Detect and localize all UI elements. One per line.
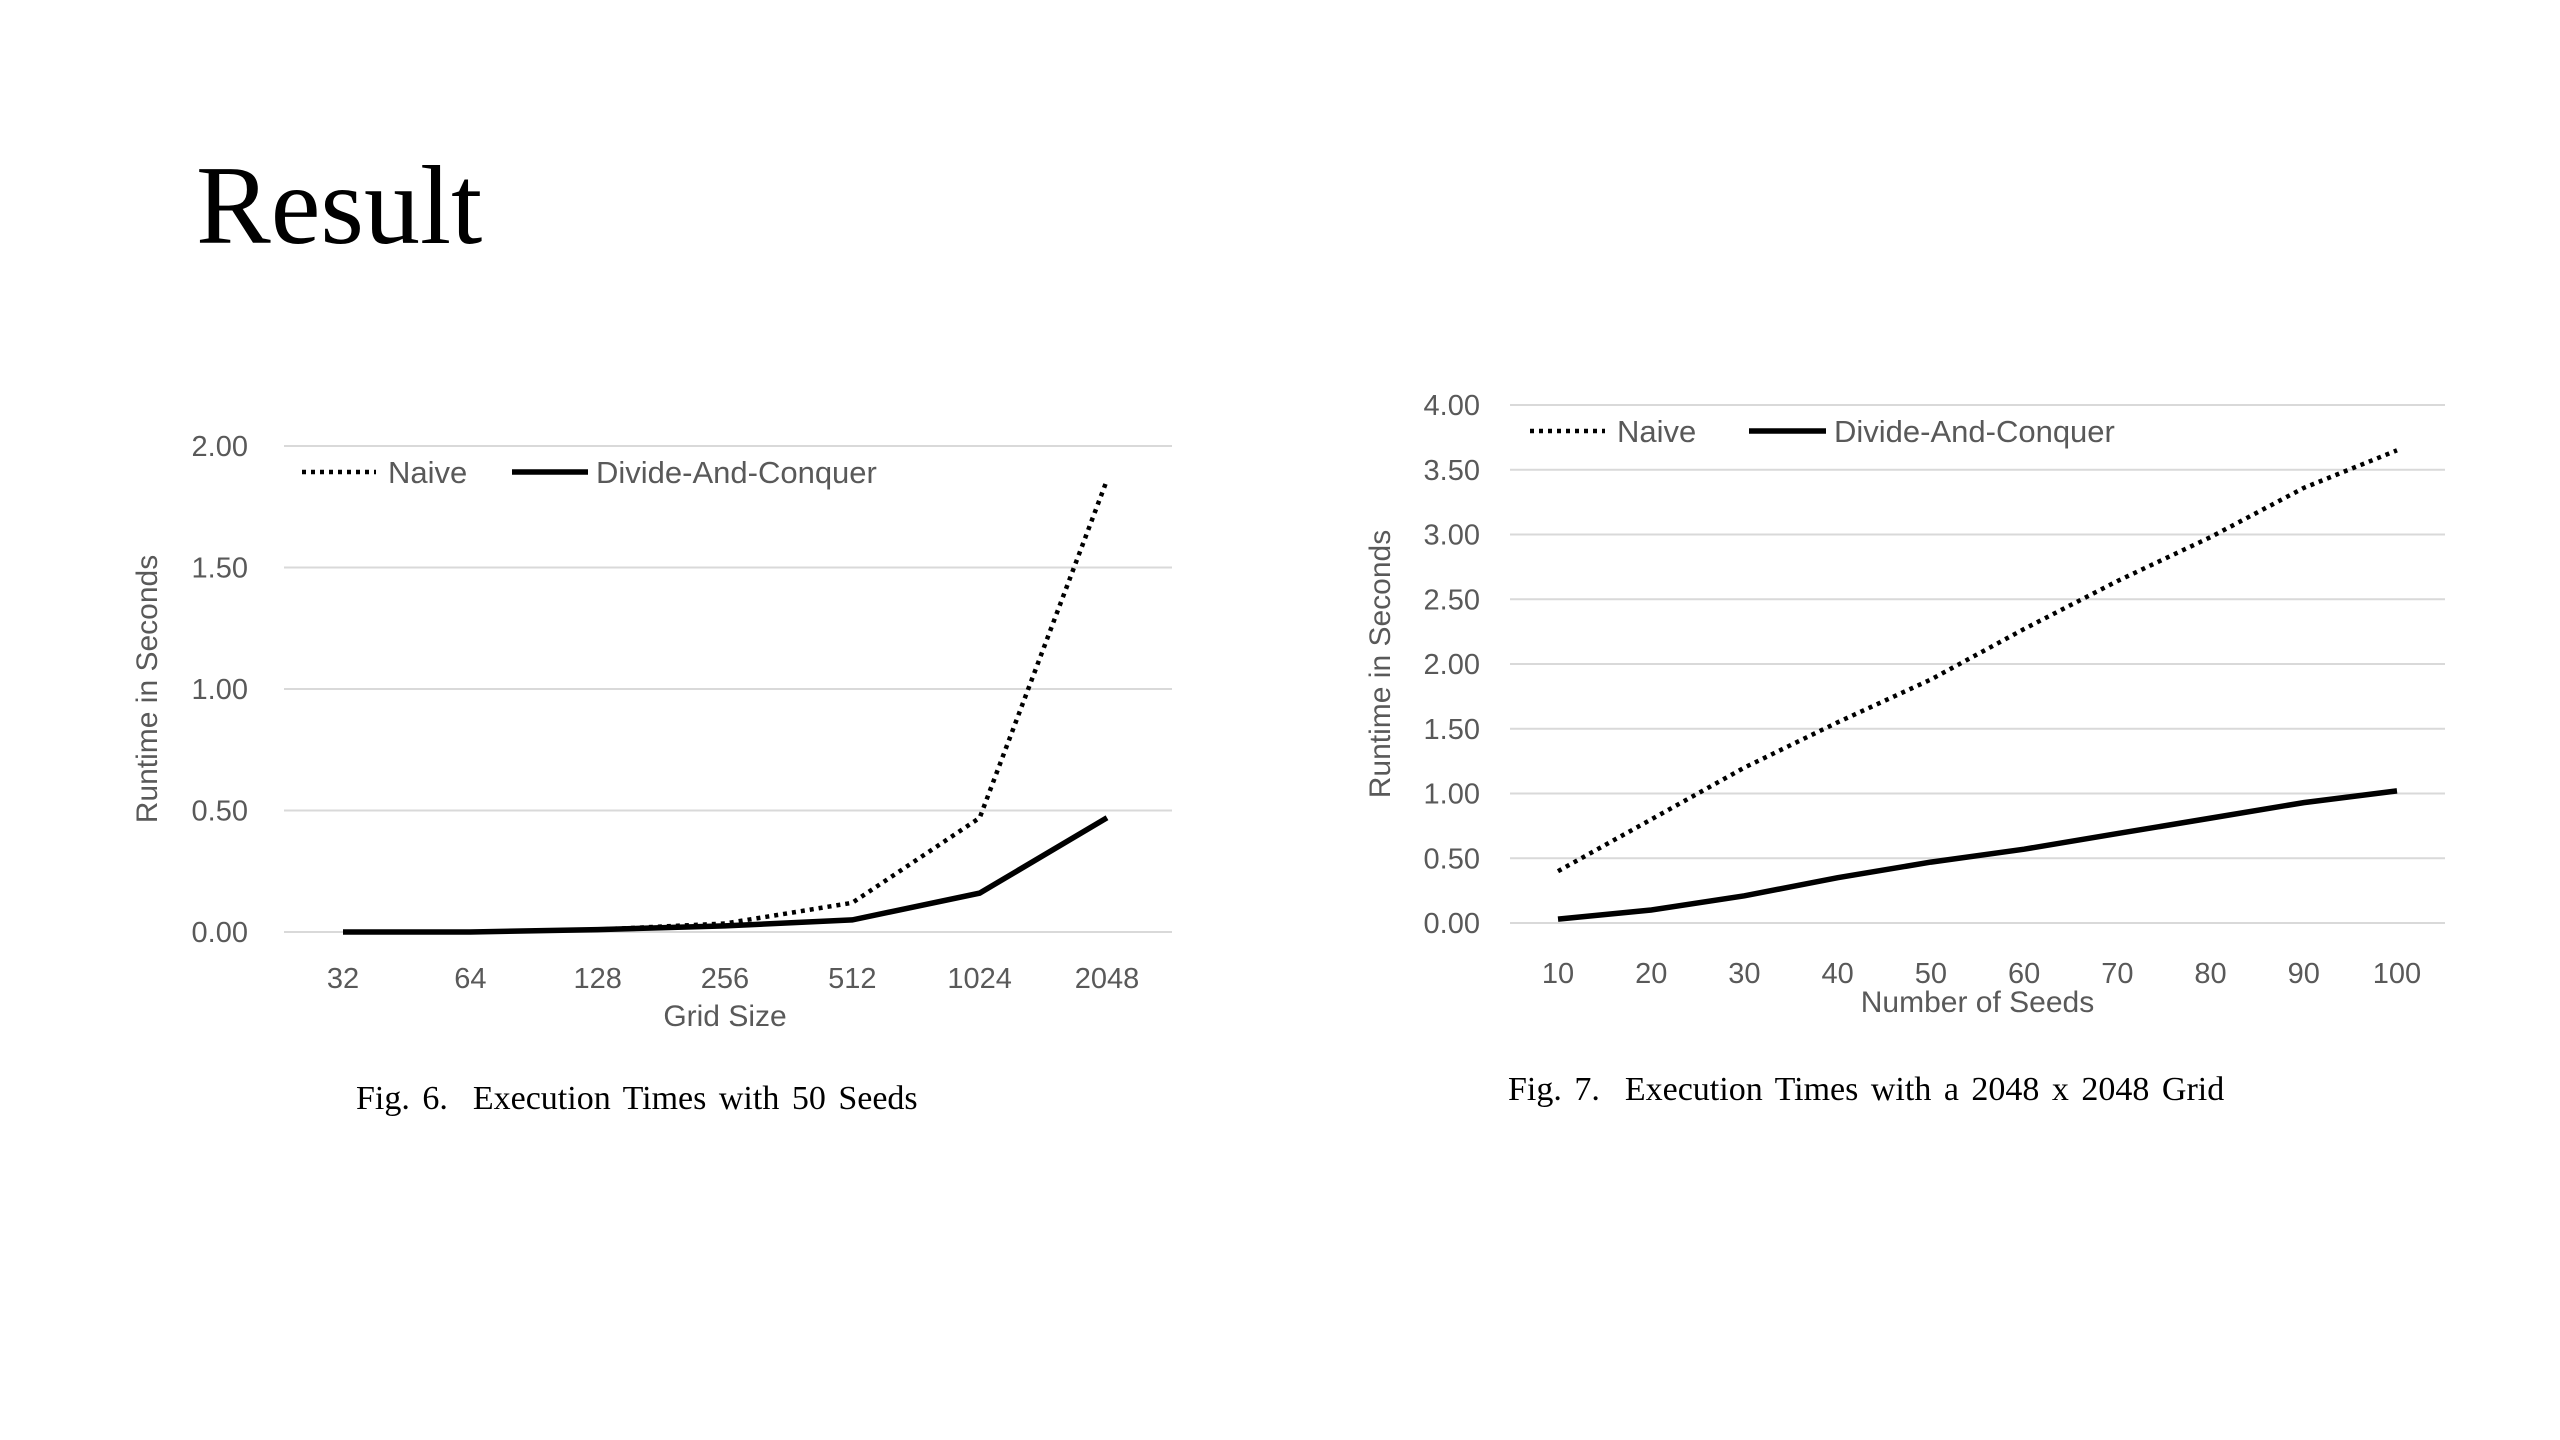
- x-tick-label: 256: [701, 963, 749, 995]
- x-tick-label: 1024: [947, 963, 1012, 995]
- series-line-divide-and-conquer: [1557, 788, 2398, 922]
- figure-7-caption: Fig. 7. Execution Times with a 2048 x 20…: [1508, 1071, 2225, 1108]
- y-tick-label: 1.00: [1424, 779, 1480, 811]
- x-tick-label: 32: [327, 963, 359, 995]
- x-tick-label: 512: [828, 963, 876, 995]
- x-tick-label: 20: [1635, 958, 1667, 990]
- y-tick-label: 0.50: [192, 796, 248, 828]
- x-tick-label: 30: [1728, 958, 1760, 990]
- y-tick-label: 0.00: [1424, 908, 1480, 940]
- x-tick-label: 90: [2288, 958, 2320, 990]
- x-axis-title: Grid Size: [663, 1000, 786, 1033]
- y-axis-title: Runtime in Seconds: [131, 555, 164, 823]
- x-tick-label: 2048: [1075, 963, 1140, 995]
- x-tick-label: 60: [2008, 958, 2040, 990]
- y-tick-label: 2.00: [192, 431, 248, 463]
- slide-title: Result: [196, 144, 483, 268]
- y-tick-label: 0.00: [192, 917, 248, 949]
- x-tick-label: 100: [2373, 958, 2421, 990]
- legend-label-divide-and-conquer: Divide-And-Conquer: [1834, 414, 2115, 449]
- x-tick-label: 64: [454, 963, 486, 995]
- y-tick-label: 0.50: [1424, 843, 1480, 875]
- y-axis-title: Runtime in Seconds: [1364, 530, 1397, 798]
- x-tick-label: 128: [573, 963, 621, 995]
- series-line-divide-and-conquer: [343, 815, 1109, 935]
- x-tick-label: 10: [1542, 958, 1574, 990]
- y-tick-label: 1.50: [1424, 714, 1480, 746]
- y-tick-label: 3.50: [1424, 455, 1480, 487]
- x-tick-label: 50: [1915, 958, 1947, 990]
- y-tick-label: 3.00: [1424, 520, 1480, 552]
- x-tick-label: 80: [2194, 958, 2226, 990]
- legend-label-naive: Naive: [388, 455, 467, 490]
- y-tick-label: 2.00: [1424, 649, 1480, 681]
- y-tick-label: 4.00: [1424, 390, 1480, 422]
- legend-label-naive: Naive: [1617, 414, 1696, 449]
- y-tick-label: 2.50: [1424, 584, 1480, 616]
- figure-6-caption: Fig. 6. Execution Times with 50 Seeds: [356, 1080, 918, 1117]
- y-tick-label: 1.00: [192, 674, 248, 706]
- x-tick-label: 40: [1822, 958, 1854, 990]
- x-tick-label: 70: [2101, 958, 2133, 990]
- y-tick-label: 1.50: [192, 553, 248, 585]
- x-axis-title: Number of Seeds: [1861, 986, 2094, 1019]
- legend-label-divide-and-conquer: Divide-And-Conquer: [596, 455, 877, 490]
- series-line-naive: [1556, 448, 2398, 874]
